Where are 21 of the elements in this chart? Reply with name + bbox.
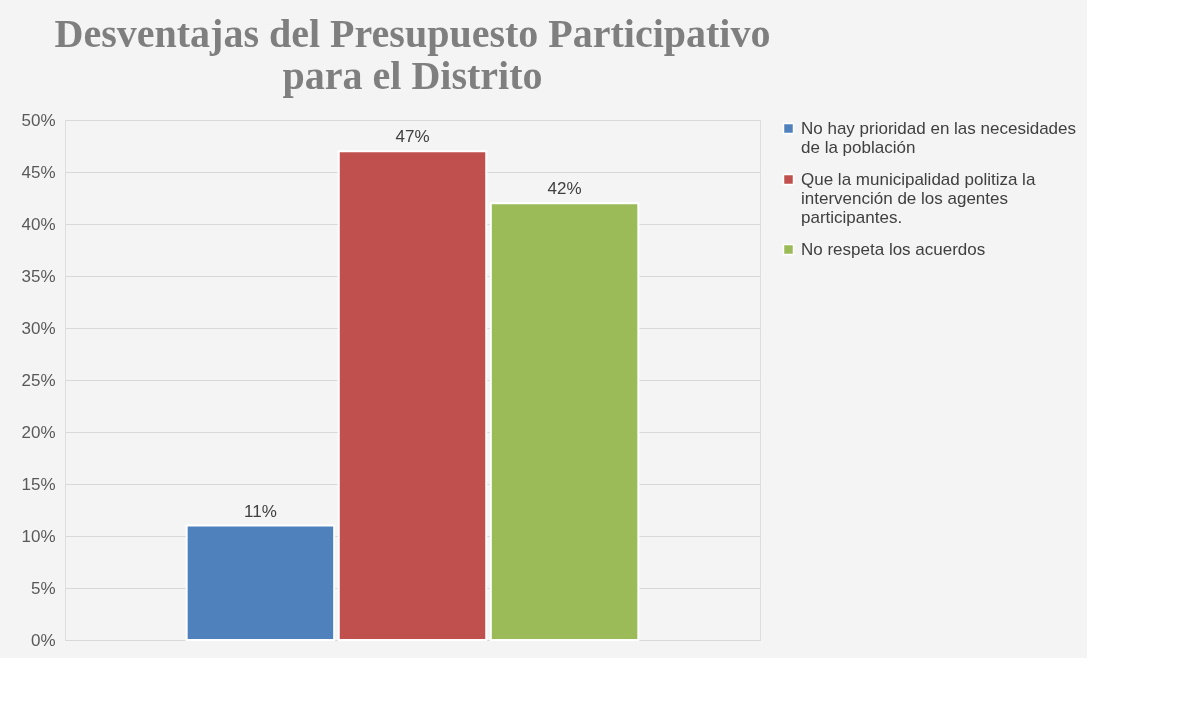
legend-label: No respeta los acuerdos xyxy=(801,239,986,259)
y-tick-label: 25% xyxy=(21,370,56,390)
y-tick-label: 20% xyxy=(21,422,56,442)
y-tick-label: 0% xyxy=(30,630,56,650)
y-tick-label: 15% xyxy=(21,474,56,494)
y-tick-label: 35% xyxy=(21,266,56,286)
data-label: 42% xyxy=(547,179,582,199)
bar xyxy=(337,150,488,641)
y-tick-label: 50% xyxy=(21,110,56,130)
y-tick-label: 30% xyxy=(21,318,56,338)
legend-label: No hay prioridad en las necesidades de la población xyxy=(801,118,1077,157)
bar xyxy=(489,202,640,641)
data-label: 11% xyxy=(244,501,277,521)
chart-title: Desventajas del Presupuesto Participativo para el Distrito xyxy=(54,11,771,98)
y-tick-label: 40% xyxy=(21,214,56,234)
bar xyxy=(185,524,336,641)
legend-label: Que la municipalidad politiza la intervención de los agentes participantes. xyxy=(801,169,1036,227)
y-tick-label: 10% xyxy=(21,526,56,546)
y-tick-label: 5% xyxy=(30,578,56,598)
y-tick-label: 45% xyxy=(21,162,56,182)
data-label: 47% xyxy=(395,127,430,147)
